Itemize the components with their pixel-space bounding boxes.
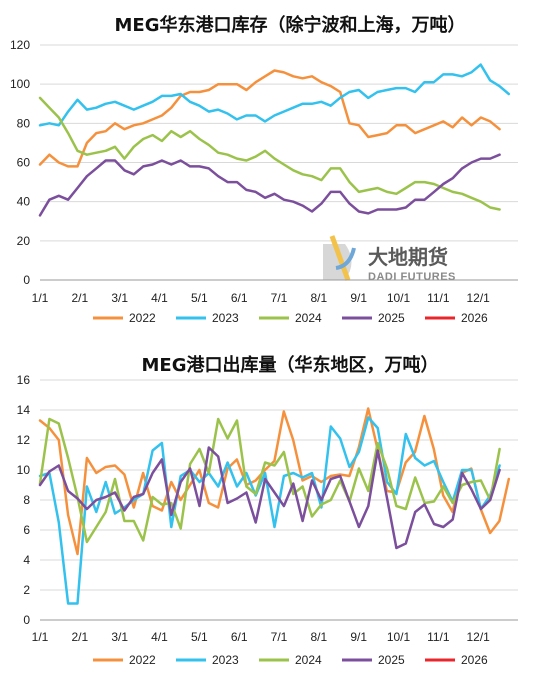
- watermark-logo: 大地期货 DADI FUTURES: [323, 235, 456, 283]
- dadi-logo-icon: [323, 235, 356, 281]
- y-tick-label: 40: [17, 195, 31, 209]
- x-tick-label: 7/1: [271, 630, 288, 644]
- y-tick-label: 0: [23, 273, 30, 287]
- y-tick-label: 16: [17, 373, 31, 387]
- y-tick-label: 80: [17, 116, 31, 130]
- x-tick-label: 9/1: [350, 291, 367, 305]
- y-gridlines: [40, 379, 518, 591]
- y-tick-label: 8: [23, 493, 30, 507]
- chart-title-inventory: MEG华东港口库存（除宁波和上海，万吨）: [115, 14, 466, 36]
- legend-label-2025: 2025: [378, 653, 405, 667]
- x-tick-label: 11/1: [427, 291, 450, 305]
- series-line-2024: [38, 417, 501, 544]
- y-tick-label: 2: [23, 583, 30, 597]
- chart-inventory: MEG华东港口库存（除宁波和上海，万吨） 0 20 40 60 80 100 120 1/1…: [10, 14, 518, 325]
- legend-label-2026: 2026: [461, 653, 488, 667]
- legend-label-2024: 2024: [295, 653, 322, 667]
- x-tick-label: 7/1: [271, 291, 288, 305]
- y-tick-label: 60: [17, 156, 31, 170]
- series-group: [38, 407, 511, 605]
- x-tick-label: 9/1: [350, 630, 367, 644]
- x-tick-label: 4/1: [151, 630, 168, 644]
- legend-label-2025: 2025: [378, 311, 405, 325]
- x-tick-label: 6/1: [231, 291, 248, 305]
- legend-label-2026: 2026: [461, 311, 488, 325]
- y-tick-labels: 0 2 4 6 8 10 12 14 16: [17, 373, 31, 627]
- series-line-2022: [38, 407, 511, 556]
- series-line-2023: [38, 416, 501, 605]
- x-tick-label: 4/1: [151, 291, 168, 305]
- legend: 2022 2023 2024 2025 2026: [93, 311, 488, 325]
- y-tick-label: 4: [23, 553, 30, 567]
- x-tick-label: 10/1: [387, 630, 411, 644]
- x-tick-label: 1/1: [32, 630, 49, 644]
- legend-label-2022: 2022: [129, 311, 156, 325]
- x-tick-label: 2/1: [71, 291, 88, 305]
- y-tick-label: 10: [17, 463, 31, 477]
- series-line-2025: [38, 153, 501, 217]
- series-line-2022: [38, 69, 501, 168]
- legend-label-2024: 2024: [295, 311, 322, 325]
- x-tick-label: 3/1: [111, 630, 128, 644]
- watermark-cn-text: 大地期货: [368, 245, 448, 269]
- x-tick-label: 10/1: [387, 291, 411, 305]
- chart-outbound: MEG港口出库量（华东地区，万吨） 0 2 4 6 8 10 12 14 16 1/1 2/1 3/…: [17, 354, 518, 667]
- x-tick-label: 11/1: [427, 630, 450, 644]
- chart-title-outbound: MEG港口出库量（华东地区，万吨）: [142, 354, 439, 376]
- x-tick-label: 12/1: [466, 630, 490, 644]
- x-tick-label: 8/1: [310, 291, 327, 305]
- x-tick-label: 6/1: [231, 630, 248, 644]
- x-tick-label: 2/1: [71, 630, 88, 644]
- y-tick-label: 6: [23, 523, 30, 537]
- x-tick-label: 3/1: [111, 291, 128, 305]
- y-tick-label: 14: [17, 403, 31, 417]
- y-tick-label: 100: [10, 77, 30, 91]
- legend: 2022 2023 2024 2025 2026: [93, 653, 488, 667]
- watermark-en-text: DADI FUTURES: [368, 271, 456, 283]
- x-tick-label: 12/1: [466, 291, 490, 305]
- series-line-2023: [38, 63, 511, 127]
- legend-label-2022: 2022: [129, 653, 156, 667]
- x-tick-labels: 1/1 2/1 3/1 4/1 5/1 6/1 7/1 8/1 9/1 10/1 11/1 12/1: [32, 291, 491, 305]
- x-tick-label: 1/1: [32, 291, 49, 305]
- x-tick-labels: 1/1 2/1 3/1 4/1 5/1 6/1 7/1 8/1 9/1 10/1 11/1 12/1: [32, 630, 491, 644]
- legend-label-2023: 2023: [212, 653, 239, 667]
- x-tick-label: 5/1: [191, 291, 208, 305]
- y-tick-label: 20: [17, 234, 31, 248]
- y-tick-label: 0: [23, 613, 30, 627]
- series-line-2025: [38, 446, 501, 550]
- y-tick-labels: 0 20 40 60 80 100 120: [10, 38, 30, 287]
- x-tick-label: 5/1: [191, 630, 208, 644]
- series-group: [38, 63, 511, 217]
- y-tick-label: 120: [10, 38, 30, 52]
- legend-label-2023: 2023: [212, 311, 239, 325]
- y-tick-label: 12: [17, 433, 31, 447]
- series-line-2024: [38, 96, 501, 211]
- x-tick-label: 8/1: [310, 630, 327, 644]
